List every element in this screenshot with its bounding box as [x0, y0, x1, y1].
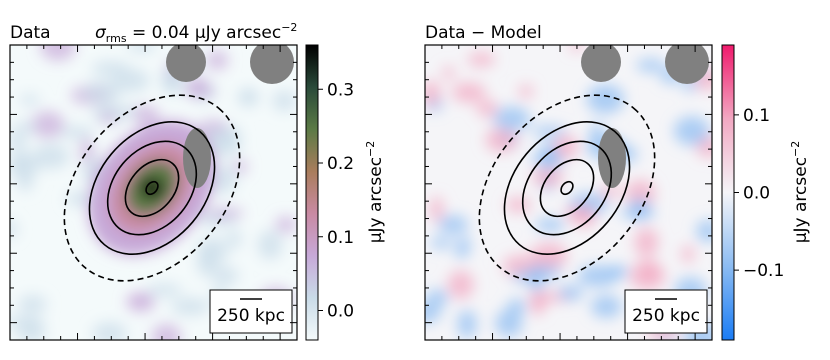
contour: [145, 180, 159, 196]
annotation-superscript: −2: [281, 21, 297, 34]
contour-dashed: [63, 94, 241, 282]
colorbar-tick-label: 0.2: [327, 154, 354, 174]
frame: [424, 44, 713, 341]
colorbar-label-superscript: −2: [789, 141, 802, 157]
mask: [665, 45, 709, 84]
panel-title: Data − Model: [425, 23, 542, 43]
contour: [560, 180, 574, 196]
panel: 250 kpc Data − Model −0.1 0.0 0.1 μJy arcsec−…: [424, 23, 811, 341]
scale-bar-label: 250 kpc: [217, 306, 285, 326]
colorbar-tick-label: −0.1: [743, 261, 784, 281]
contour: [88, 121, 216, 255]
colorbar-label-text: μJy arcsec: [366, 157, 386, 243]
colorbar: [305, 44, 319, 341]
colorbar-label-text: μJy arcsec: [791, 157, 811, 243]
contour: [539, 158, 595, 218]
frame: [9, 44, 298, 341]
mask: [581, 45, 621, 82]
contour-dashed: [478, 94, 656, 282]
colorbar-tick-label: 0.0: [327, 302, 354, 322]
contour: [503, 121, 631, 255]
panel-title: Data: [10, 23, 51, 43]
annotation-text: = 0.04 μJy arcsec: [127, 23, 282, 43]
colorbar-tick-label: 0.3: [327, 80, 354, 100]
colorbar-label: μJy arcsec−2: [364, 141, 386, 244]
contour: [106, 140, 198, 236]
colorbar-tick-label: 0.1: [743, 106, 770, 126]
scale-bar-label: 250 kpc: [632, 306, 700, 326]
contour: [124, 158, 180, 218]
colorbar-tick-label: 0.0: [743, 184, 770, 204]
contour: [521, 140, 613, 236]
annotation: σrms = 0.04 μJy arcsec−2: [95, 21, 297, 45]
mask: [183, 128, 211, 188]
image: [10, 45, 297, 340]
scale-bar-box: [209, 289, 293, 334]
mask: [250, 45, 294, 84]
mask: [166, 45, 206, 82]
mask: [598, 128, 626, 188]
annotation-symbol: σ: [95, 23, 107, 43]
scale-bar-box: [624, 289, 708, 334]
image: [425, 45, 712, 340]
colorbar-tick-label: 0.1: [327, 228, 354, 248]
colorbar-label-superscript: −2: [364, 141, 377, 157]
colorbar-label: μJy arcsec−2: [789, 141, 811, 244]
colorbar: [721, 44, 735, 341]
annotation-subscript: rms: [106, 32, 127, 45]
